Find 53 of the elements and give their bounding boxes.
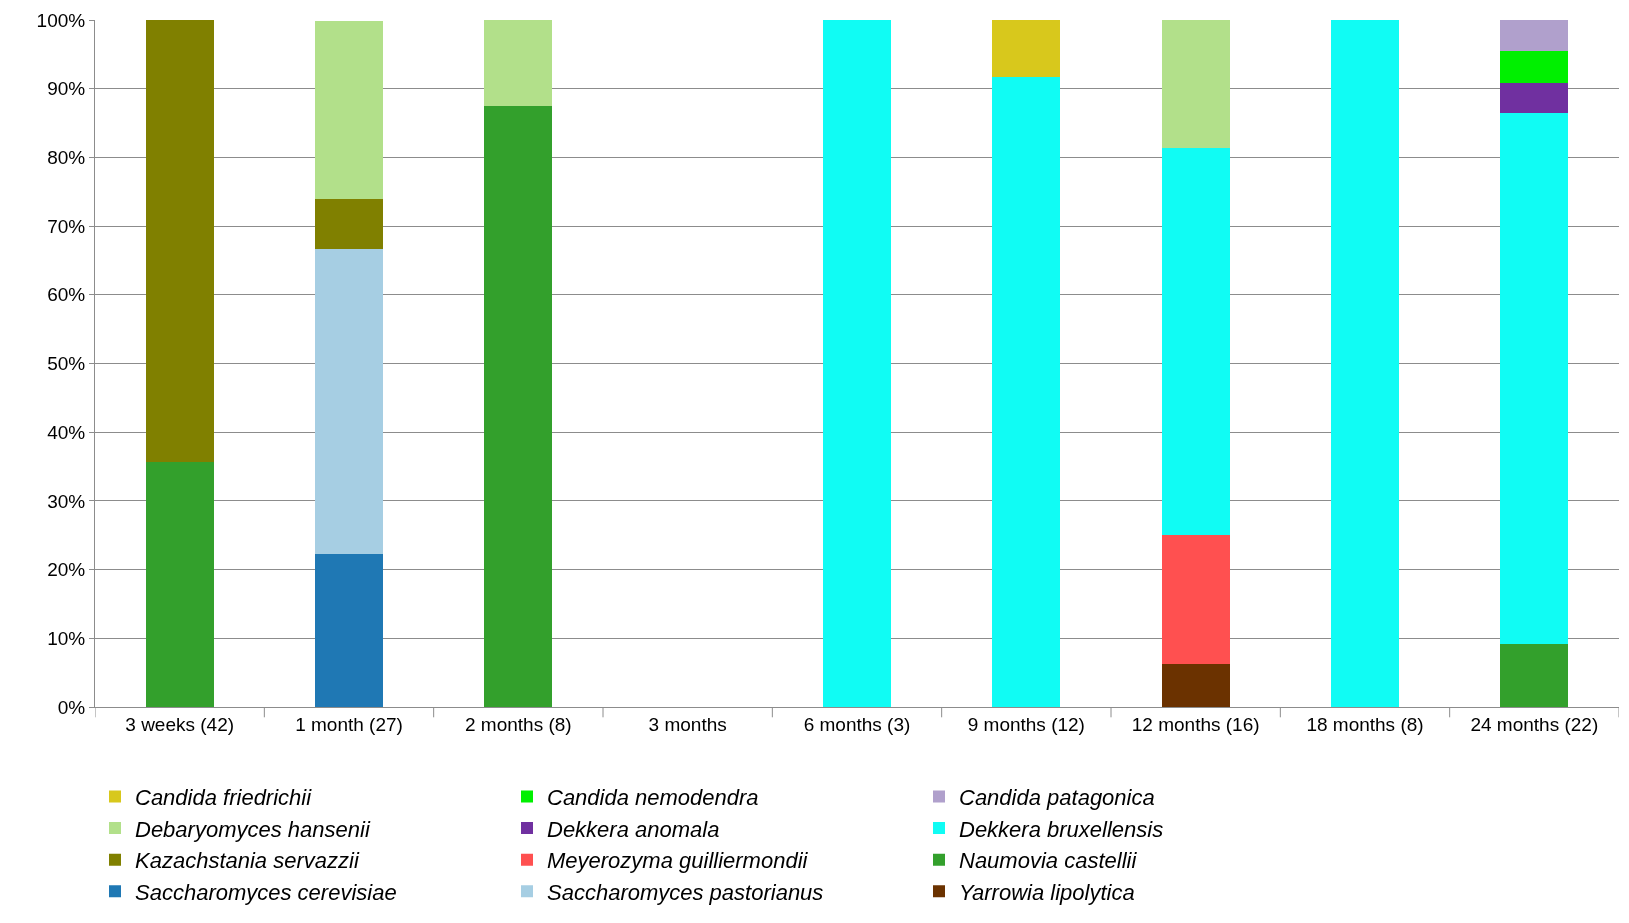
x-tick-label: 3 weeks (42) [125,713,235,735]
y-tick-label: 10% [47,627,86,649]
bar [1500,113,1568,644]
legend-label: Yarrowia lipolytica [959,879,1135,905]
legend-label: Dekkera bruxellensis [959,816,1164,842]
x-tick-label: 18 months (8) [1306,713,1424,735]
legend-label: Candida patagonica [959,785,1155,811]
legend-label: Meyerozyma guilliermondii [547,848,809,874]
legend-label: Saccharomyces cerevisiae [135,879,397,905]
bar [315,554,383,707]
y-tick-label: 50% [47,353,86,375]
bar [1162,148,1230,535]
y-tick-label: 60% [47,284,86,306]
x-tick-label: 24 months (22) [1470,713,1599,735]
legend-label: Dekkera anomala [547,816,720,842]
bar [484,20,552,106]
legend-label: Saccharomyces pastorianus [547,879,824,905]
bar [315,249,383,554]
x-tick-label: 2 months (8) [465,713,572,735]
bar [1162,20,1230,148]
legend-label: Candida friedrichii [135,785,313,811]
y-tick-label: 90% [47,78,86,100]
bar [146,20,214,462]
bar [1500,20,1568,51]
legend-label: Naumovia castellii [959,848,1138,874]
bar [1500,83,1568,113]
x-tick-label: 6 months (3) [803,713,911,735]
x-tick-label: 1 month (27) [295,713,403,735]
bar [146,462,214,707]
y-tick-label: 0% [57,696,86,718]
y-tick-label: 70% [47,215,86,237]
bar [484,106,552,707]
bar [992,20,1060,77]
bar [315,21,383,199]
y-tick-label: 20% [47,559,86,581]
bar [992,77,1060,707]
bar [1331,20,1399,707]
bar [1162,535,1230,664]
bar [1500,51,1568,83]
y-tick-label: 30% [47,490,86,512]
x-tick-label: 9 months (12) [967,713,1085,735]
bar [1500,644,1568,707]
bar [823,20,891,707]
bar [315,199,383,249]
bar [1162,664,1230,707]
y-tick-label: 80% [47,147,86,169]
y-tick-label: 100% [36,9,86,31]
y-tick-label: 40% [47,421,86,443]
x-tick-label: 3 months [648,713,727,735]
x-tick-label: 12 months (16) [1131,713,1260,735]
legend-label: Kazachstania servazzii [135,848,360,874]
legend-label: Debaryomyces hansenii [135,816,371,842]
legend-label: Candida nemodendra [547,785,759,811]
